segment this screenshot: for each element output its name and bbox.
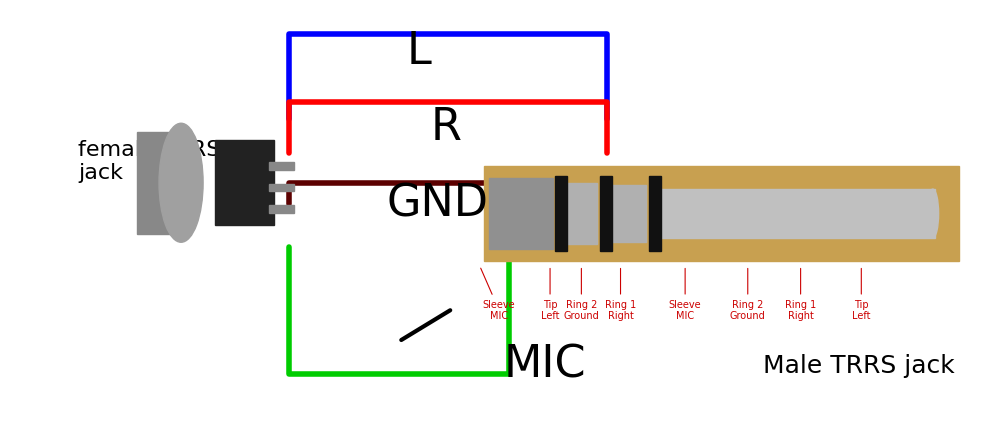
Bar [600,176,612,251]
Text: female TRRS
jack: female TRRS jack [78,140,221,183]
Text: Ring 2
Ground: Ring 2 Ground [730,269,766,321]
Bar [215,140,274,225]
Ellipse shape [159,123,203,242]
Text: Sleeve
MIC: Sleeve MIC [669,269,701,321]
Text: Tip
Left: Tip Left [852,269,871,321]
Text: Sleeve
MIC: Sleeve MIC [481,268,515,321]
Text: MIC: MIC [504,344,587,387]
Text: Ring 1
Right: Ring 1 Right [785,269,816,321]
Bar [555,176,567,251]
Bar [269,162,294,170]
Bar [612,185,646,242]
Text: Tip
Left: Tip Left [541,269,559,321]
Bar [269,184,294,191]
Bar [563,183,597,244]
Ellipse shape [927,189,939,238]
Text: R: R [431,106,462,149]
Bar [661,189,935,238]
Text: Ring 2
Ground: Ring 2 Ground [564,269,599,321]
Text: Ring 1
Right: Ring 1 Right [605,269,636,321]
Bar [484,166,959,261]
Bar [489,178,553,249]
Text: GND: GND [387,182,489,226]
Bar [269,205,294,212]
Text: L: L [406,29,431,73]
Bar [649,176,661,251]
Bar [137,132,181,234]
Text: Male TRRS jack: Male TRRS jack [763,354,955,377]
